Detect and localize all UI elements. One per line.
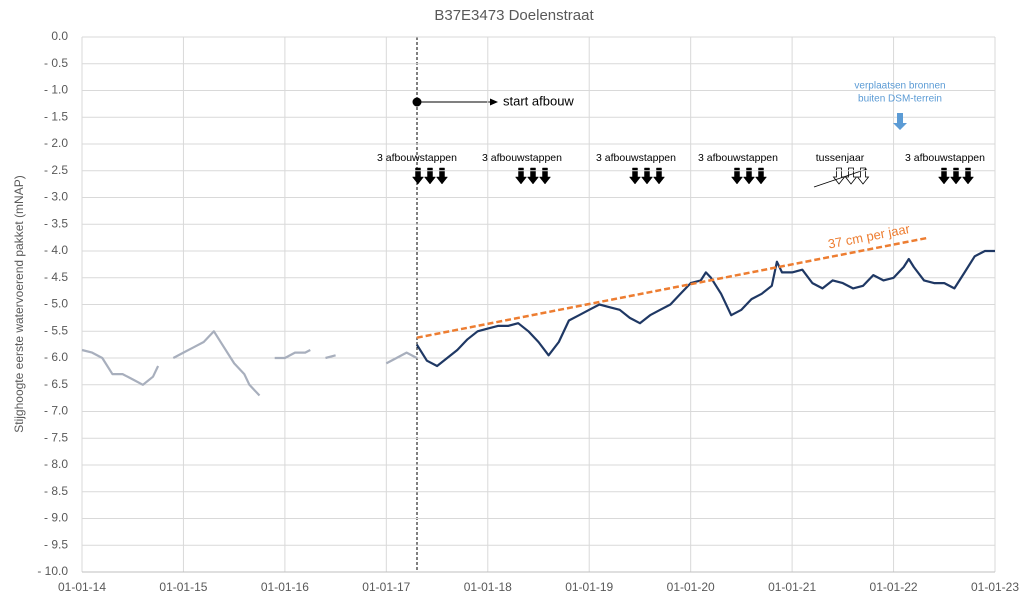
x-tick-label: 01-01-23: [971, 580, 1019, 594]
x-tick-label: 01-01-15: [159, 580, 207, 594]
series-line: [81, 330, 418, 397]
y-tick-label: - 8.0: [44, 457, 68, 471]
y-tick-label: - 8.5: [44, 484, 68, 498]
y-tick-label: - 7.0: [44, 404, 68, 418]
stage-label: 3 afbouwstappen: [377, 152, 457, 164]
y-tick-label: - 2.0: [44, 136, 68, 150]
stage-arrow: [949, 167, 963, 185]
stage-arrow: [652, 167, 666, 185]
y-tick-label: - 7.5: [44, 430, 68, 444]
y-tick-label: - 3.0: [44, 190, 68, 204]
stage-arrow: [961, 167, 975, 185]
strike: [813, 168, 868, 188]
x-tick-label: 01-01-19: [565, 580, 613, 594]
stage-arrow: [514, 167, 528, 185]
stage-label: 3 afbouwstappen: [596, 152, 676, 164]
trend-label: 37 cm per jaar: [827, 221, 912, 252]
stage-label: tussenjaar: [816, 152, 865, 164]
y-axis-label: Stijghoogte eerste watervoerend pakket (…: [12, 175, 26, 432]
stage-arrow: [730, 167, 744, 185]
stage-arrow: [742, 167, 756, 185]
y-tick-label: 0.0: [51, 29, 68, 43]
y-tick-label: - 4.5: [44, 270, 68, 284]
stage-arrow: [628, 167, 642, 185]
start-arrowhead: [490, 98, 498, 106]
stage-arrow: [526, 167, 540, 185]
stage-label: 3 afbouwstappen: [482, 152, 562, 164]
note-label: buiten DSM-terrein: [858, 94, 942, 105]
stage-arrow: [640, 167, 654, 185]
x-tick-label: 01-01-14: [58, 580, 106, 594]
x-tick-label: 01-01-22: [870, 580, 918, 594]
y-tick-label: - 0.5: [44, 56, 68, 70]
y-tick-label: - 5.0: [44, 297, 68, 311]
stage-label: 3 afbouwstappen: [905, 152, 985, 164]
y-tick-label: - 1.0: [44, 83, 68, 97]
x-tick-label: 01-01-17: [362, 580, 410, 594]
y-tick-label: - 10.0: [37, 564, 68, 578]
x-tick-label: 01-01-16: [261, 580, 309, 594]
series-line: [416, 236, 930, 339]
y-tick-label: - 2.5: [44, 163, 68, 177]
annotation: start afbouw: [503, 93, 574, 108]
y-tick-label: - 1.5: [44, 109, 68, 123]
stage-arrow: [538, 167, 552, 185]
stage-arrow: [844, 167, 858, 185]
y-tick-label: - 6.0: [44, 350, 68, 364]
stage-arrow: [754, 167, 768, 185]
y-tick-label: - 3.5: [44, 216, 68, 230]
note-label: verplaatsen bronnen: [854, 81, 945, 92]
note-arrow: [893, 113, 907, 130]
y-tick-label: - 4.0: [44, 243, 68, 257]
y-tick-label: - 9.0: [44, 511, 68, 525]
y-tick-label: - 6.5: [44, 377, 68, 391]
stage-arrow: [832, 167, 846, 185]
x-tick-label: 01-01-20: [667, 580, 715, 594]
y-tick-label: - 9.5: [44, 537, 68, 551]
chart-title: B37E3473 Doelenstraat: [434, 7, 594, 24]
grid: [81, 36, 996, 573]
x-tick-label: 01-01-18: [464, 580, 512, 594]
x-tick-label: 01-01-21: [768, 580, 816, 594]
stage-label: 3 afbouwstappen: [698, 152, 778, 164]
series-line: [415, 249, 995, 368]
stage-arrow: [423, 167, 437, 185]
stage-arrow: [937, 167, 951, 185]
stage-arrow: [411, 167, 425, 185]
y-tick-label: - 5.5: [44, 323, 68, 337]
stage-arrow: [435, 167, 449, 185]
